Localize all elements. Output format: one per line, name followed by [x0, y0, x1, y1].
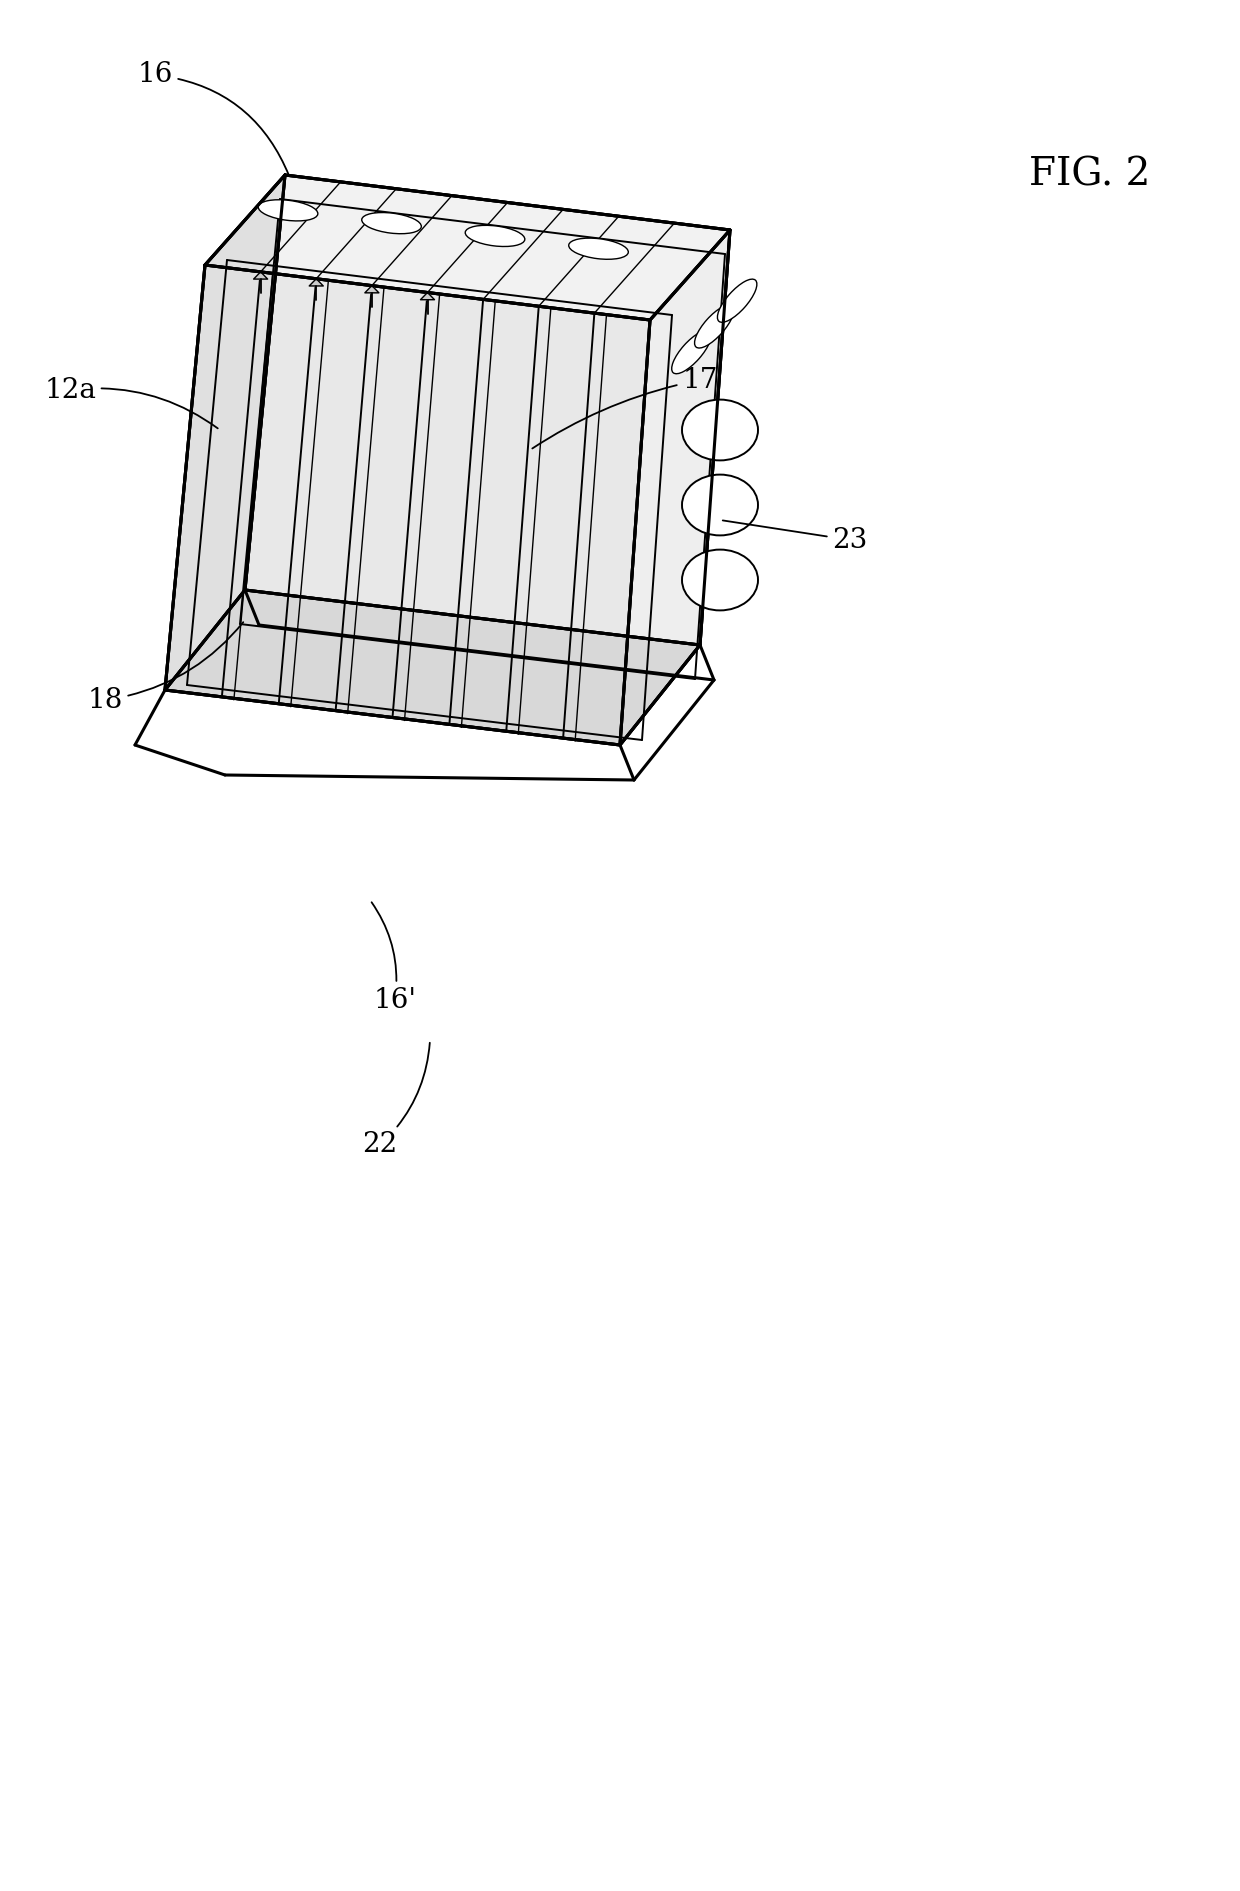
Text: 12a: 12a	[45, 376, 218, 429]
Text: 18: 18	[87, 622, 243, 713]
Polygon shape	[254, 272, 268, 280]
Text: 16': 16'	[372, 902, 417, 1014]
Ellipse shape	[258, 200, 317, 221]
Polygon shape	[420, 293, 434, 299]
Polygon shape	[165, 176, 285, 690]
Polygon shape	[365, 286, 379, 293]
Text: FIG. 2: FIG. 2	[1029, 157, 1151, 193]
Polygon shape	[205, 176, 730, 320]
Text: 17: 17	[532, 367, 718, 448]
Text: 22: 22	[362, 1042, 430, 1159]
Ellipse shape	[682, 475, 758, 535]
Ellipse shape	[362, 212, 422, 234]
Ellipse shape	[465, 225, 525, 246]
Text: 23: 23	[723, 520, 868, 554]
Polygon shape	[309, 278, 324, 286]
Polygon shape	[165, 590, 701, 745]
Ellipse shape	[682, 550, 758, 611]
Polygon shape	[620, 231, 730, 745]
Ellipse shape	[694, 304, 734, 348]
Ellipse shape	[672, 331, 712, 374]
Text: 16: 16	[138, 62, 289, 176]
Polygon shape	[246, 176, 730, 645]
Ellipse shape	[718, 280, 756, 321]
Polygon shape	[165, 265, 650, 745]
Ellipse shape	[682, 399, 758, 460]
Ellipse shape	[569, 238, 629, 259]
